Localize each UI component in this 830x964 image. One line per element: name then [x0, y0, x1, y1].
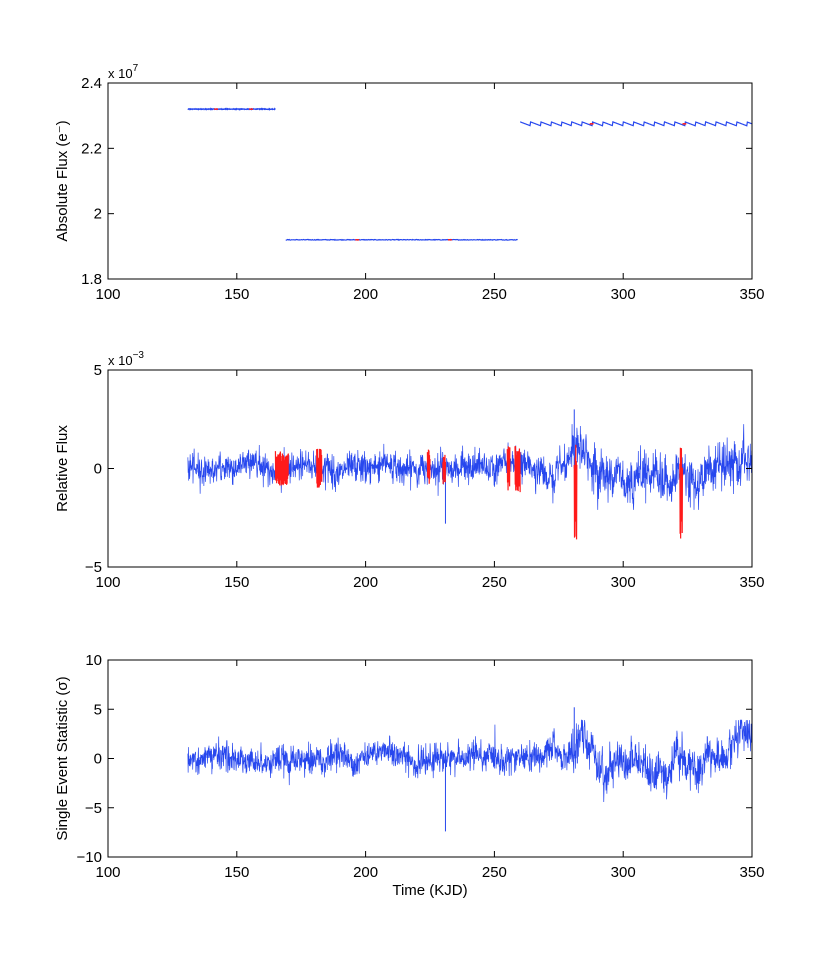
x-tick-label: 200: [353, 574, 378, 591]
highlight-segment-6: [514, 446, 521, 493]
x-tick-label: 300: [611, 574, 636, 591]
x-tick-label: 250: [482, 286, 507, 303]
y-tick-label: −5: [85, 559, 102, 576]
series-2-line: [285, 238, 518, 241]
axis-exponent: x 107: [108, 63, 139, 81]
x-tick-label: 150: [224, 574, 249, 591]
highlight-segment-8: [679, 447, 684, 539]
exponent-power: 7: [133, 63, 139, 74]
x-tick-label: 250: [482, 574, 507, 591]
x-tick-label: 100: [95, 864, 120, 881]
x-tick-label: 350: [739, 286, 764, 303]
x-tick-label: 300: [611, 286, 636, 303]
x-tick-label: 150: [224, 864, 249, 881]
y-tick-label: 5: [94, 701, 102, 718]
y-tick-label: −10: [77, 849, 102, 866]
highlight-segment-2: [316, 448, 323, 488]
x-tick-label: 350: [739, 574, 764, 591]
y-tick-label: −5: [85, 800, 102, 817]
plot-area-2: [187, 409, 753, 540]
x-tick-label: 100: [95, 286, 120, 303]
x-tick-label: 100: [95, 574, 120, 591]
y-tick-label: 1.8: [81, 271, 102, 288]
exponent-power: −3: [133, 350, 145, 361]
y-tick-label: 0: [94, 461, 102, 478]
exponent-base: x 10: [108, 353, 133, 368]
exponent-base: x 10: [108, 66, 133, 81]
series-1-line: [187, 107, 276, 111]
y-tick-label: 5: [94, 362, 102, 379]
plot-area-3: [187, 707, 753, 832]
x-tick-label: 200: [353, 286, 378, 303]
y-tick-label: 2.2: [81, 140, 102, 157]
highlight-segment-5: [506, 446, 511, 491]
y-axis-label: Single Event Statistic (σ): [54, 676, 71, 840]
x-tick-label: 250: [482, 864, 507, 881]
x-axis-label: Time (KJD): [392, 882, 467, 899]
panel-1: 100 150 200 250 300 350 1.8 2 2.2 2.4 Absolute Flu…: [54, 63, 765, 303]
series-3-line: [519, 121, 753, 127]
x-tick-label: 350: [739, 864, 764, 881]
y-tick-label: 2.4: [81, 75, 102, 92]
x-tick-label: 200: [353, 864, 378, 881]
axes-box-1: [107, 82, 753, 280]
y-tick-label: 2: [94, 206, 102, 223]
x-tick-label: 300: [611, 864, 636, 881]
y-tick-label: 10: [85, 652, 102, 669]
highlight-segment-3: [426, 449, 431, 484]
axis-exponent: x 10−3: [108, 350, 144, 368]
y-axis-label: Relative Flux: [54, 425, 71, 512]
highlight-segment-4: [442, 454, 447, 485]
panel-3: 100 150 200 250 300 350 −10 −5 0 5 10 Single Event …: [54, 652, 765, 899]
noise-series-line: [187, 424, 753, 510]
plot-area-1: [187, 107, 753, 241]
y-axis-label: Absolute Flux (e⁻): [54, 120, 71, 241]
noise-series-line: [187, 719, 753, 803]
x-tick-label: 150: [224, 286, 249, 303]
panel-2: 100 150 200 250 300 350 −5 0 5 Relative Flux x 10−…: [54, 350, 765, 591]
highlight-segment-7: [573, 444, 578, 540]
y-tick-label: 0: [94, 751, 102, 768]
highlight-segment-1: [274, 451, 289, 486]
